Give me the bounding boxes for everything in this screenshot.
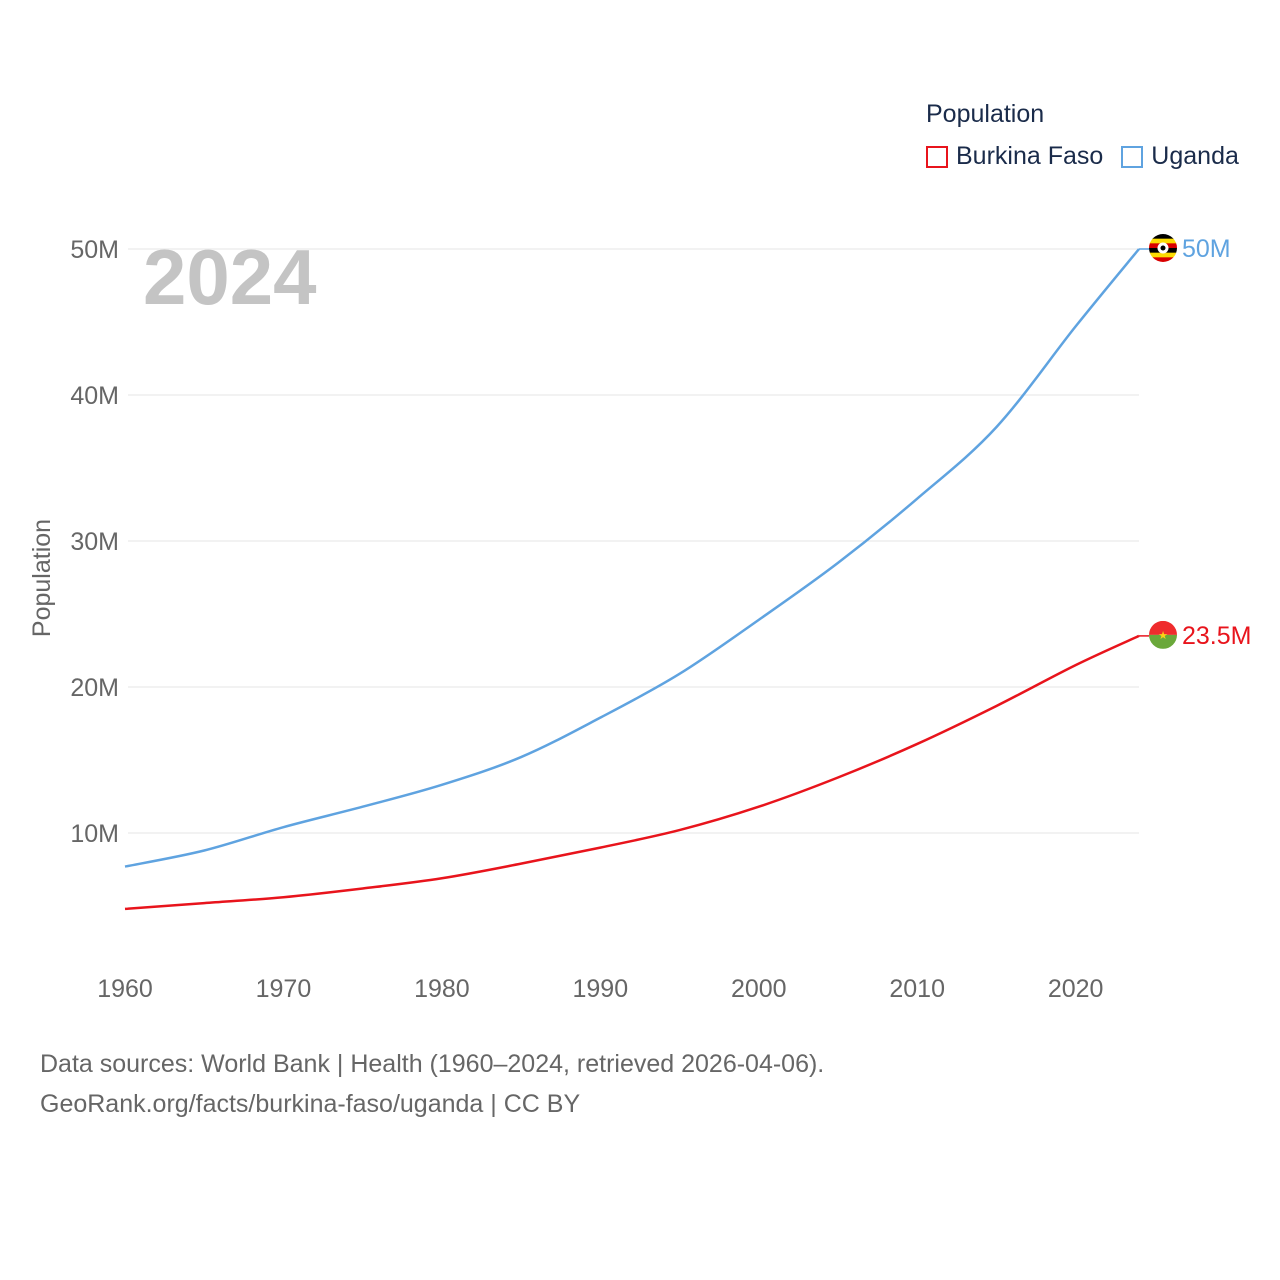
legend-swatch-uganda: [1121, 145, 1144, 168]
y-axis-label: Population: [28, 519, 56, 637]
footer-link[interactable]: GeoRank.org/facts/burkina-faso/uganda | …: [40, 1090, 581, 1118]
legend-item-uganda[interactable]: Uganda: [1121, 142, 1239, 171]
uganda-flag-icon: [1149, 234, 1177, 262]
x-tick-label: 1960: [97, 975, 153, 1003]
svg-text:★: ★: [1158, 629, 1168, 642]
end-label-uganda: 50M: [1182, 235, 1231, 263]
y-tick-label: 30M: [70, 528, 119, 556]
x-tick-label: 2020: [1048, 975, 1104, 1003]
legend-label-burkina-faso: Burkina Faso: [956, 142, 1104, 170]
year-label: 2024: [143, 233, 317, 321]
footer: Data sources: World Bank | Health (1960–…: [40, 1044, 824, 1124]
y-tick-label: 40M: [70, 382, 119, 410]
x-tick-label: 1990: [573, 975, 629, 1003]
y-tick-label: 20M: [70, 674, 119, 702]
series-lines: [124, 248, 1140, 911]
end-label-burkina-faso: 23.5M: [1182, 622, 1251, 650]
y-axis-ticks: 10M 20M 30M 40M 50M: [70, 236, 119, 848]
series-line-uganda: [124, 248, 1140, 868]
legend-title: Population: [926, 100, 1045, 128]
x-axis-ticks: 1960 1970 1980 1990 2000 2010 2020: [97, 975, 1103, 1003]
x-tick-label: 1980: [414, 975, 470, 1003]
x-tick-label: 1970: [256, 975, 312, 1003]
legend-swatch-burkina-faso: [926, 145, 948, 168]
y-tick-label: 10M: [70, 820, 119, 848]
end-labels: ★ 23.5M 50M: [1139, 234, 1251, 650]
footer-sources: Data sources: World Bank | Health (1960–…: [40, 1050, 825, 1078]
legend-item-burkina-faso[interactable]: Burkina Faso: [926, 142, 1103, 171]
x-tick-label: 2010: [889, 975, 945, 1003]
gridlines: [128, 248, 1139, 834]
y-tick-label: 50M: [70, 236, 119, 264]
legend-label-uganda: Uganda: [1151, 142, 1239, 170]
series-line-burkina-faso: [124, 634, 1140, 911]
legend: Burkina Faso Uganda: [926, 142, 1257, 171]
x-tick-label: 2000: [731, 975, 787, 1003]
burkina-faso-flag-icon: ★: [1149, 620, 1177, 649]
